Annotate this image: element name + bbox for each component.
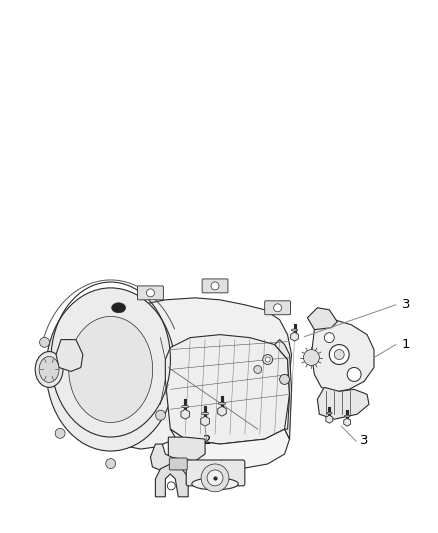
Polygon shape [165,335,290,444]
Polygon shape [311,320,374,392]
Circle shape [263,354,273,365]
Circle shape [329,345,349,365]
Polygon shape [291,332,298,341]
FancyBboxPatch shape [186,460,245,486]
Polygon shape [56,298,292,449]
Polygon shape [168,437,205,461]
Polygon shape [155,464,188,497]
Ellipse shape [35,352,63,387]
Circle shape [304,350,319,366]
Circle shape [324,333,334,343]
Polygon shape [56,340,83,372]
Ellipse shape [219,402,226,405]
Ellipse shape [69,317,153,423]
Ellipse shape [201,464,229,492]
FancyBboxPatch shape [170,458,187,470]
Circle shape [254,366,262,374]
Text: 1: 1 [402,338,410,351]
Ellipse shape [167,482,175,490]
Circle shape [334,350,344,360]
Ellipse shape [291,329,298,331]
FancyBboxPatch shape [138,286,163,300]
Ellipse shape [112,303,126,313]
Polygon shape [344,418,351,426]
Text: 3: 3 [360,434,368,447]
Text: 2: 2 [203,434,211,447]
Circle shape [274,304,282,312]
Circle shape [106,458,116,469]
Circle shape [146,289,155,297]
FancyBboxPatch shape [202,279,228,293]
Polygon shape [201,416,209,426]
Circle shape [155,410,166,420]
Ellipse shape [39,357,59,382]
Circle shape [347,367,361,382]
Polygon shape [275,340,292,439]
Ellipse shape [344,415,350,417]
Circle shape [211,282,219,290]
Circle shape [39,337,49,348]
Polygon shape [150,444,175,471]
Polygon shape [326,415,333,423]
Polygon shape [181,409,190,419]
Polygon shape [318,387,369,419]
Polygon shape [170,429,290,469]
FancyBboxPatch shape [265,301,290,315]
Polygon shape [218,406,226,416]
Circle shape [265,357,270,362]
Circle shape [55,429,65,438]
Ellipse shape [201,413,208,415]
Ellipse shape [192,478,238,490]
Ellipse shape [326,412,332,414]
Ellipse shape [182,405,189,408]
Polygon shape [307,308,337,330]
Circle shape [279,375,290,384]
Text: 3: 3 [402,298,410,311]
Ellipse shape [46,288,175,451]
Ellipse shape [207,470,223,486]
